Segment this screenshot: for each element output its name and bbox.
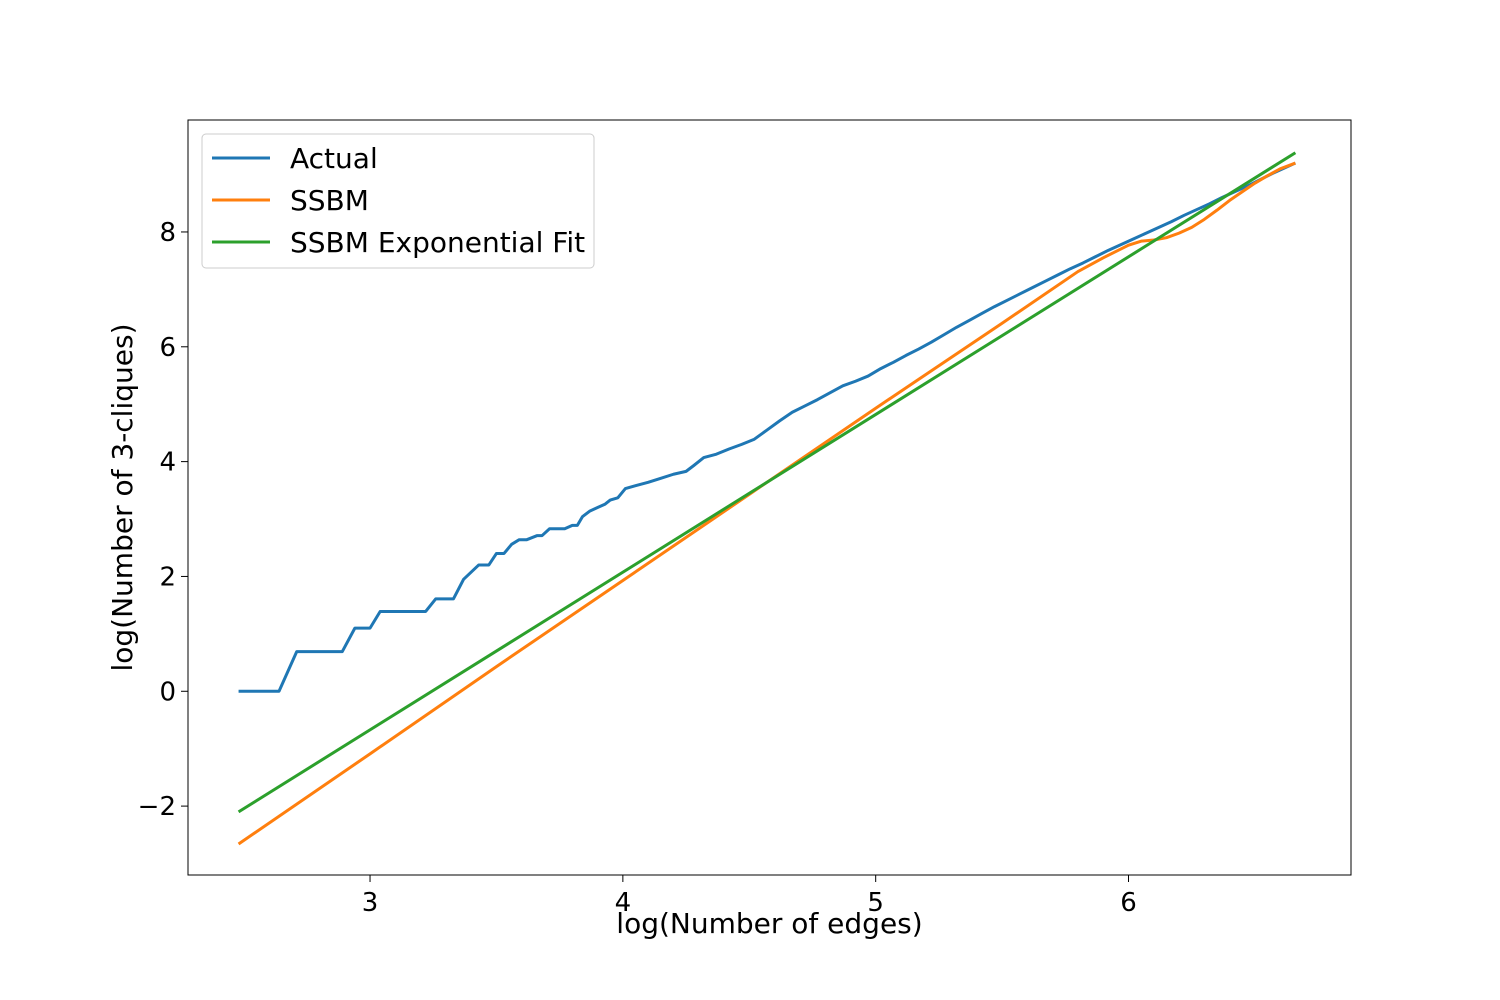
- legend-box: [201, 133, 595, 269]
- y-tick-label: 0: [159, 677, 176, 707]
- y-tick-label: 6: [159, 333, 176, 363]
- legend-label: Actual: [290, 142, 378, 175]
- legend: Actual SSBM SSBM Exponential Fit: [201, 133, 595, 269]
- x-tick-label: 6: [1120, 888, 1137, 918]
- plot-area: [187, 119, 1352, 876]
- y-tick-label: 4: [159, 448, 176, 478]
- x-tick-label: 3: [362, 888, 379, 918]
- legend-label: SSBM Exponential Fit: [290, 226, 585, 259]
- x-axis-label: log(Number of edges): [616, 907, 922, 940]
- x-tick-label: 5: [867, 888, 884, 918]
- y-axis-label: log(Number of 3-cliques): [106, 323, 139, 671]
- series-line-actual: [238, 161, 1297, 693]
- legend-label: SSBM: [290, 184, 369, 217]
- y-tick-label: 8: [159, 218, 176, 248]
- y-axis-ticks: −2 0 2 4 6 8: [138, 218, 188, 822]
- x-tick-label: 4: [615, 888, 632, 918]
- axes-frame: [187, 119, 1352, 876]
- x-axis-ticks: 3 4 5 6: [362, 875, 1137, 918]
- y-tick-label: −2: [138, 792, 176, 822]
- y-tick-label: 2: [159, 562, 176, 592]
- series-line-ssbm-exponential-fit: [237, 151, 1297, 814]
